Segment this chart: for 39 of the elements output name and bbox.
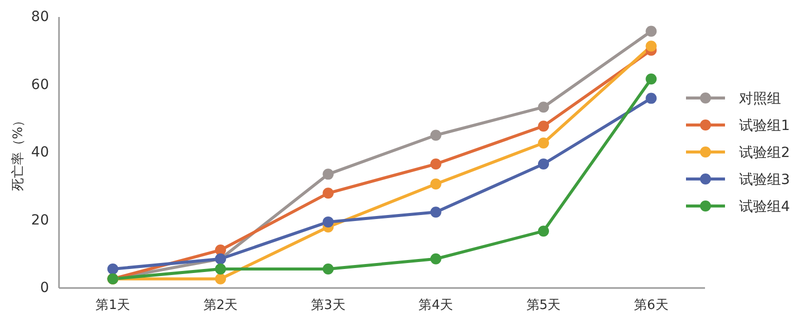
y-tick-label: 60 [31,76,49,93]
point [538,226,549,237]
point [430,253,442,264]
point [107,264,118,275]
y-tick-label: 0 [40,280,49,296]
legend-label: 试验组1 [739,118,790,134]
point [215,244,226,256]
point [215,273,226,284]
x-tick-label: 第3天 [311,298,346,313]
point [430,158,442,170]
point [646,73,657,84]
y-tick-label: 40 [31,144,49,160]
point [322,188,334,199]
point [538,138,549,149]
legend-label: 试验组4 [739,199,790,215]
x-tick-label: 第5天 [526,298,561,313]
x-tick-label: 第6天 [634,298,668,313]
point [430,130,442,141]
point [215,264,226,275]
point [322,168,334,180]
x-tick-label: 第4天 [418,298,453,313]
legend-label: 试验组3 [739,172,790,188]
point [646,40,657,52]
point [322,264,334,275]
point [646,26,657,37]
legend-label: 对照组 [739,91,781,107]
y-tick-label: 20 [31,212,49,228]
y-axis-title: 死亡率（%） [10,114,26,192]
point [538,158,549,170]
point [646,92,657,104]
legend-label: 试验组2 [739,145,790,161]
x-tick-label: 第2天 [203,298,238,313]
y-tick-label: 80 [31,9,49,25]
x-tick-label: 第1天 [96,298,130,313]
point [538,120,549,132]
point [430,178,442,190]
point [430,206,442,218]
point [538,102,549,113]
point [322,216,334,228]
